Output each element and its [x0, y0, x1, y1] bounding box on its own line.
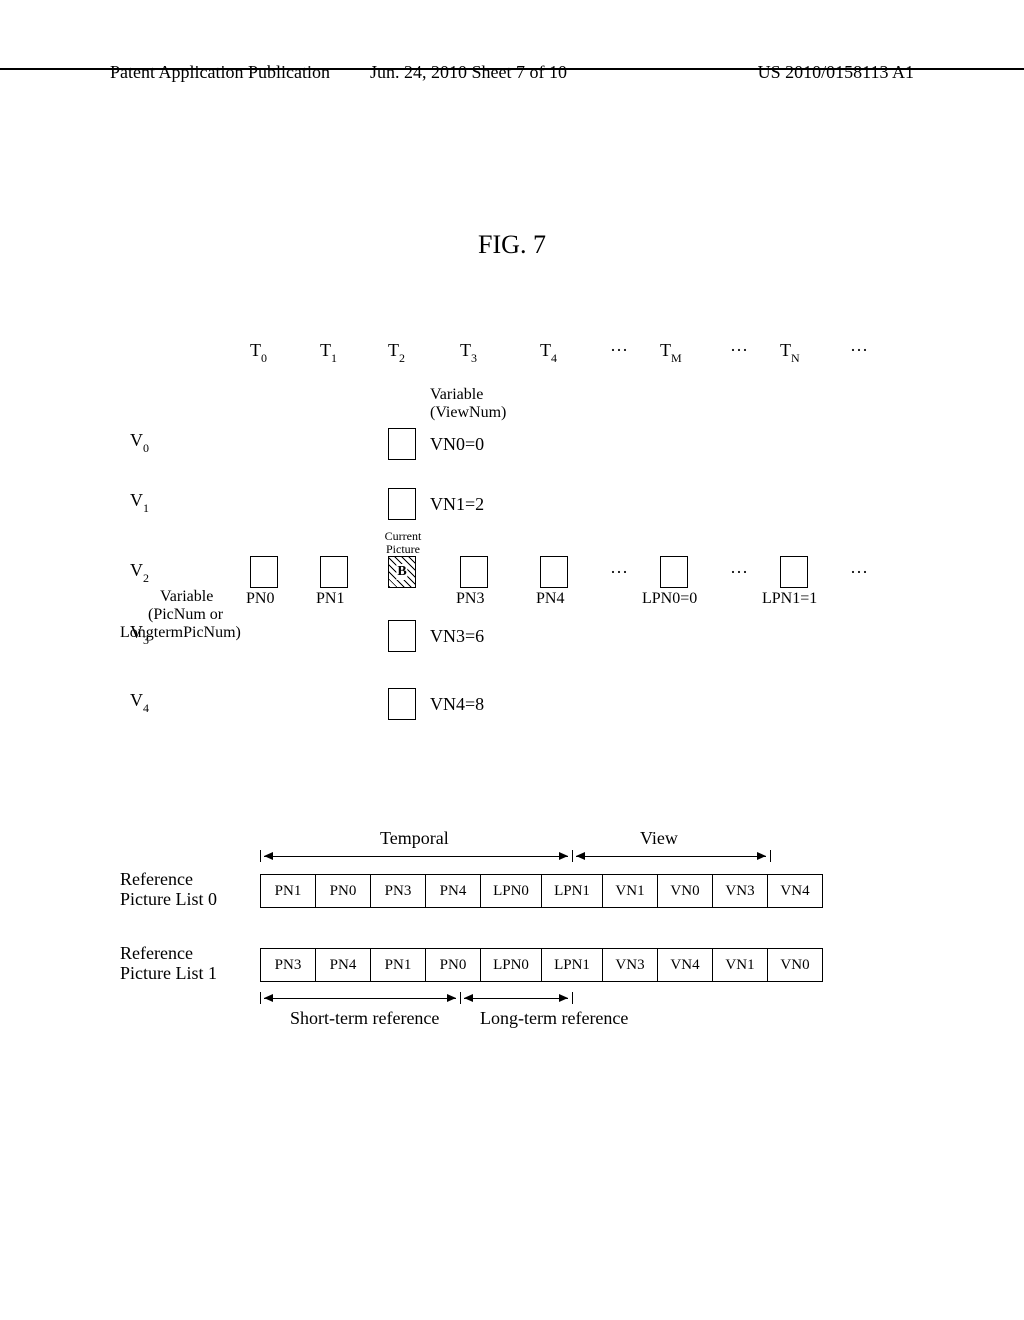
- label-pn1: PN1: [316, 590, 344, 608]
- view-label-v1: V1: [130, 490, 149, 511]
- time-label-4: T4: [540, 340, 557, 361]
- box-lpn1: [780, 556, 808, 588]
- ref-cell: PN0: [426, 948, 481, 982]
- ref-list0-table: PN1PN0PN3PN4LPN0LPN1VN1VN0VN3VN4: [260, 874, 823, 908]
- ref-cell: VN0: [768, 948, 823, 982]
- ref-list1-table: PN3PN4PN1PN0LPN0LPN1VN3VN4VN1VN0: [260, 948, 823, 982]
- time-label-1: T1: [320, 340, 337, 361]
- label-pn4: PN4: [536, 590, 564, 608]
- label-pn3: PN3: [456, 590, 484, 608]
- ref-cell: LPN0: [481, 948, 542, 982]
- ref-cell: VN0: [658, 874, 713, 908]
- tick-short-long-split: [460, 992, 461, 1004]
- view-label-v0: V0: [130, 430, 149, 451]
- ellipsis-v2-1: ···: [610, 562, 628, 583]
- ref-cell: PN1: [260, 874, 316, 908]
- box-current-picture: [388, 556, 416, 588]
- ref-cell: VN4: [658, 948, 713, 982]
- box-v1-t2: [388, 488, 416, 520]
- ellipsis-v2-2: ···: [730, 562, 748, 583]
- ref-list0-label: Reference Picture List 0: [120, 870, 217, 910]
- page-header: Patent Application Publication Jun. 24, …: [0, 62, 1024, 70]
- ref-cell: PN3: [371, 874, 426, 908]
- ref-cell: PN4: [426, 874, 481, 908]
- view-label: View: [640, 828, 678, 849]
- ref-cell: VN3: [713, 874, 768, 908]
- ref-cell: VN1: [603, 874, 658, 908]
- figure-title: FIG. 7: [0, 230, 1024, 260]
- box-lpn0: [660, 556, 688, 588]
- v4-sub: 4: [143, 701, 149, 715]
- time-label-9: ···: [850, 340, 868, 361]
- label-pn0: PN0: [246, 590, 274, 608]
- v2-sub: 2: [143, 571, 149, 585]
- ref-cell: PN0: [316, 874, 371, 908]
- arrow-view: [576, 856, 766, 857]
- long-term-label: Long-term reference: [480, 1008, 628, 1029]
- page: Patent Application Publication Jun. 24, …: [0, 0, 1024, 1320]
- viewnum-note-line1: Variable: [430, 386, 483, 404]
- label-vn0: VN0=0: [430, 434, 484, 455]
- v2-letter: V: [130, 560, 143, 580]
- time-label-2: T2: [388, 340, 405, 361]
- time-label-6: TM: [660, 340, 682, 361]
- viewnum-note-line2: (ViewNum): [430, 404, 506, 422]
- box-pn1: [320, 556, 348, 588]
- tick-temporal-start: [260, 850, 261, 862]
- ref-cell: VN3: [603, 948, 658, 982]
- label-lpn1: LPN1=1: [762, 590, 817, 608]
- time-label-0: T0: [250, 340, 267, 361]
- box-v0-t2: [388, 428, 416, 460]
- time-label-3: T3: [460, 340, 477, 361]
- ref-cell: LPN0: [481, 874, 542, 908]
- short-term-label: Short-term reference: [290, 1008, 439, 1029]
- ref-cell: VN1: [713, 948, 768, 982]
- header-date-sheet: Jun. 24, 2010 Sheet 7 of 10: [370, 62, 567, 83]
- ref-list1-label: Reference Picture List 1: [120, 944, 217, 984]
- v4-letter: V: [130, 690, 143, 710]
- tick-view-end: [770, 850, 771, 862]
- multiview-diagram: T0 T1 T2 T3 T4 ··· TM ··· TN ··· Variable (ViewNu…: [120, 330, 900, 750]
- label-lpn0: LPN0=0: [642, 590, 697, 608]
- ref-cell: PN1: [371, 948, 426, 982]
- picnum-note-2: (PicNum or: [148, 606, 223, 624]
- box-v4-t2: [388, 688, 416, 720]
- ref-cell: LPN1: [542, 948, 603, 982]
- ref-cell: LPN1: [542, 874, 603, 908]
- box-v3-t2: [388, 620, 416, 652]
- v1-sub: 1: [143, 501, 149, 515]
- view-label-v2: V2: [130, 560, 149, 581]
- current-picture-note: CurrentPicture: [378, 530, 428, 556]
- header-patent-number: US 2010/0158113 A1: [758, 62, 914, 83]
- label-vn1: VN1=2: [430, 494, 484, 515]
- tick-temporal-view-split: [572, 850, 573, 862]
- box-pn4: [540, 556, 568, 588]
- tick-short-start: [260, 992, 261, 1004]
- view-label-v4: V4: [130, 690, 149, 711]
- arrow-temporal: [264, 856, 568, 857]
- picnum-note-1: Variable: [160, 588, 213, 606]
- time-label-7: ···: [730, 340, 748, 361]
- picnum-note-3: LongtermPicNum): [120, 624, 241, 642]
- label-vn4: VN4=8: [430, 694, 484, 715]
- tick-long-end: [572, 992, 573, 1004]
- box-pn0: [250, 556, 278, 588]
- time-label-5: ···: [610, 340, 628, 361]
- time-label-8: TN: [780, 340, 800, 361]
- ellipsis-v2-3: ···: [850, 562, 868, 583]
- arrow-long-term: [464, 998, 568, 999]
- ref-cell: VN4: [768, 874, 823, 908]
- v0-letter: V: [130, 430, 143, 450]
- box-pn3: [460, 556, 488, 588]
- arrow-short-term: [264, 998, 456, 999]
- label-vn3: VN3=6: [430, 626, 484, 647]
- ref-cell: PN4: [316, 948, 371, 982]
- v1-letter: V: [130, 490, 143, 510]
- ref-cell: PN3: [260, 948, 316, 982]
- v0-sub: 0: [143, 441, 149, 455]
- temporal-label: Temporal: [380, 828, 449, 849]
- header-publication: Patent Application Publication: [110, 62, 330, 83]
